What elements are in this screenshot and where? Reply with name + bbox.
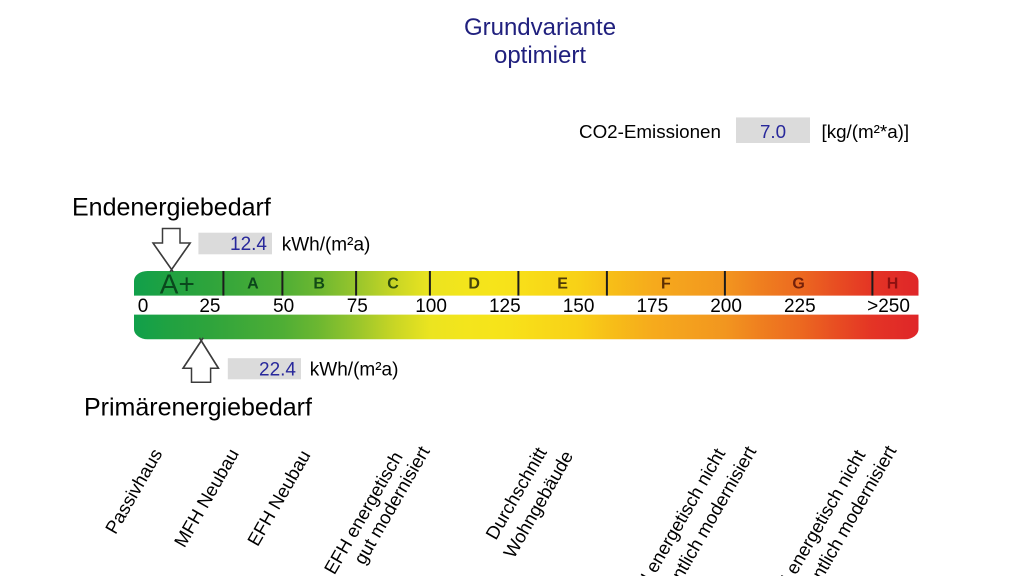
svg-text:C: C <box>387 275 399 292</box>
svg-text:>250: >250 <box>867 296 910 317</box>
svg-text:A: A <box>247 275 259 292</box>
svg-text:B: B <box>313 275 325 292</box>
svg-text:125: 125 <box>489 296 521 317</box>
svg-text:75: 75 <box>347 296 368 317</box>
svg-text:7.0: 7.0 <box>760 121 786 142</box>
svg-text:F: F <box>661 275 671 292</box>
svg-text:12.4: 12.4 <box>230 234 267 255</box>
svg-text:25: 25 <box>199 296 220 317</box>
svg-text:225: 225 <box>784 296 816 317</box>
svg-text:Primärenergiebedarf: Primärenergiebedarf <box>84 394 312 422</box>
svg-text:CO2-Emissionen: CO2-Emissionen <box>579 121 721 142</box>
svg-text:G: G <box>792 275 804 292</box>
svg-text:50: 50 <box>273 296 294 317</box>
svg-text:E: E <box>557 275 568 292</box>
svg-text:[kg/(m²*a)]: [kg/(m²*a)] <box>822 121 910 142</box>
svg-text:22.4: 22.4 <box>259 360 296 381</box>
svg-text:175: 175 <box>636 296 668 317</box>
svg-text:H: H <box>887 275 899 292</box>
svg-text:Grundvariante: Grundvariante <box>464 14 616 41</box>
svg-text:D: D <box>468 275 480 292</box>
svg-text:kWh/(m²a): kWh/(m²a) <box>282 235 371 256</box>
svg-text:150: 150 <box>563 296 595 317</box>
svg-text:100: 100 <box>415 296 447 317</box>
svg-text:0: 0 <box>138 296 149 317</box>
svg-text:A+: A+ <box>160 268 195 299</box>
svg-text:optimiert: optimiert <box>494 42 586 69</box>
svg-text:200: 200 <box>710 296 742 317</box>
svg-text:kWh/(m²a): kWh/(m²a) <box>310 360 399 381</box>
svg-text:Endenergiebedarf: Endenergiebedarf <box>72 194 271 222</box>
